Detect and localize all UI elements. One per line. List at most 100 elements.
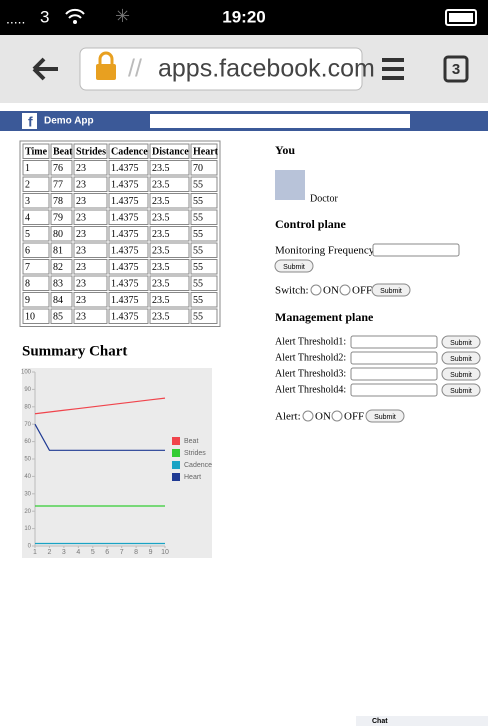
table-value: 23.5 [152, 312, 170, 323]
legend-swatch [172, 437, 180, 445]
screen: 3 ..... ✳ 19:20 // apps.facebook.com 3 f… [0, 0, 488, 726]
x-tick-label: 7 [120, 549, 124, 556]
table-value: 23 [76, 246, 86, 257]
y-tick-label: 40 [24, 474, 31, 480]
tab-count: 3 [452, 61, 460, 78]
fb-logo-f: f [28, 114, 33, 130]
y-tick-label: 30 [24, 491, 31, 497]
table-value: 23.5 [152, 180, 170, 191]
table-value: 81 [53, 246, 63, 257]
text-input[interactable] [351, 384, 437, 396]
table-value: 23 [76, 196, 86, 207]
table-value: 23.5 [152, 196, 170, 207]
url-prefix: // [128, 55, 142, 83]
text-input[interactable] [373, 244, 459, 256]
table-value: 23.5 [152, 279, 170, 290]
table-value: 23.5 [152, 163, 170, 174]
table-value: 9 [25, 295, 30, 306]
table-header: Heart [193, 147, 219, 158]
chat-label: Chat [372, 718, 388, 725]
table-value: 77 [53, 180, 63, 191]
spinner: ✳ [115, 6, 130, 26]
table-value: 1.4375 [111, 262, 139, 273]
submit-label: Submit [380, 288, 402, 295]
table-value: 70 [193, 163, 203, 174]
carrier: 3 [40, 7, 49, 26]
signal: ..... [6, 11, 25, 27]
table-value: 23.5 [152, 229, 170, 240]
legend-label: Heart [184, 474, 201, 481]
table-value: 78 [53, 196, 63, 207]
radio-button[interactable] [311, 285, 321, 295]
x-tick-label: 3 [62, 549, 66, 556]
legend-swatch [172, 473, 180, 481]
field-label: Alert Threshold2: [275, 352, 346, 363]
heading: Control plane [275, 217, 346, 231]
wifi-icon-dot [73, 20, 77, 24]
field-label: Alert Threshold4: [275, 384, 346, 395]
page: 3 ..... ✳ 19:20 // apps.facebook.com 3 f… [0, 0, 488, 726]
table-value: 1.4375 [111, 279, 139, 290]
legend-label: Strides [184, 450, 206, 457]
battery-level [449, 13, 473, 22]
table-value: 23.5 [152, 246, 170, 257]
table-value: 23 [76, 229, 86, 240]
text-input[interactable] [351, 368, 437, 380]
table-value: 1.4375 [111, 312, 139, 323]
submit-label: Submit [450, 340, 472, 347]
radio-button[interactable] [303, 411, 313, 421]
table-header: Strides [76, 147, 106, 158]
table-value: 8 [25, 279, 30, 290]
x-tick-label: 10 [161, 549, 169, 556]
radio-label: ON [323, 285, 339, 297]
clock: 19:20 [222, 7, 265, 26]
table-value: 5 [25, 229, 30, 240]
table-value: 1.4375 [111, 229, 139, 240]
table-value: 2 [25, 180, 30, 191]
table-value: 1.4375 [111, 180, 139, 191]
table-value: 84 [53, 295, 63, 306]
table-value: 55 [193, 213, 203, 224]
table-value: 1.4375 [111, 246, 139, 257]
table-value: 6 [25, 246, 30, 257]
url: apps.facebook.com [158, 55, 375, 83]
submit-label: Submit [450, 388, 472, 395]
table-header: Distance [152, 147, 189, 158]
radio-button[interactable] [332, 411, 342, 421]
field-label: Alert Threshold3: [275, 368, 346, 379]
heading: You [275, 143, 295, 157]
table-value: 55 [193, 312, 203, 323]
table-header: Time [25, 147, 48, 158]
legend-label: Beat [184, 438, 198, 445]
y-tick-label: 100 [21, 370, 32, 376]
avatar [275, 170, 305, 200]
table-value: 23 [76, 279, 86, 290]
text-input[interactable] [351, 352, 437, 364]
submit-label: Submit [283, 264, 305, 271]
x-tick-label: 8 [134, 549, 138, 556]
y-tick-label: 60 [24, 439, 31, 445]
radio-label: OFF [352, 285, 372, 297]
table-value: 23 [76, 213, 86, 224]
search-box[interactable] [150, 114, 410, 128]
table-value: 23 [76, 312, 86, 323]
heading: Management plane [275, 310, 374, 324]
table-value: 55 [193, 262, 203, 273]
table-value: 83 [53, 279, 63, 290]
table-value: 3 [25, 196, 30, 207]
x-tick-label: 9 [149, 549, 153, 556]
x-tick-label: 1 [33, 549, 37, 556]
table-value: 1.4375 [111, 196, 139, 207]
submit-label: Submit [374, 414, 396, 421]
chart-title: Summary Chart [22, 343, 127, 359]
table-value: 55 [193, 229, 203, 240]
radio-button[interactable] [340, 285, 350, 295]
y-tick-label: 50 [24, 457, 31, 463]
field-label: Alert: [275, 411, 301, 423]
text-input[interactable] [351, 336, 437, 348]
lock-icon [96, 64, 116, 80]
legend-swatch [172, 449, 180, 457]
table-value: 55 [193, 279, 203, 290]
table-value: 1.4375 [111, 163, 139, 174]
